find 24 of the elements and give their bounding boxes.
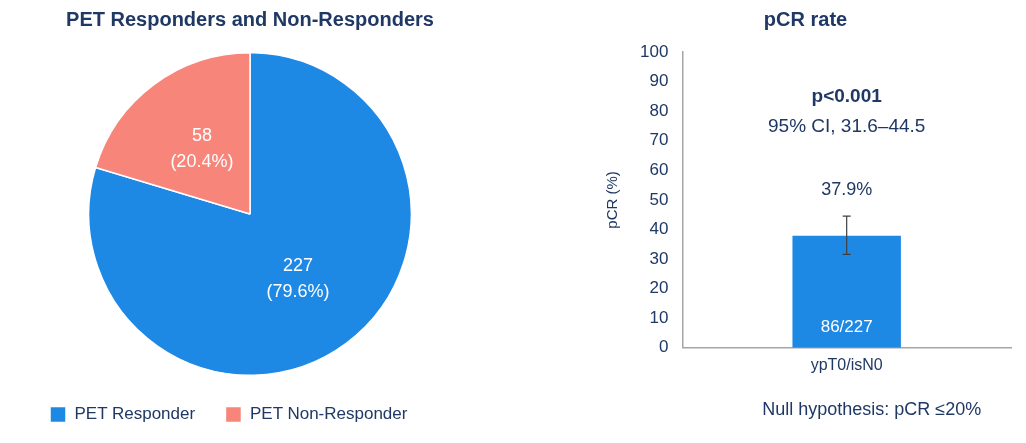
y-tick-label: 40 (649, 219, 669, 239)
annotation: p<0.001 (811, 85, 883, 107)
y-tick-label: 90 (649, 71, 669, 91)
y-tick-label: 80 (649, 100, 669, 120)
y-tick-label: 70 (649, 130, 669, 150)
text: Null hypothesis: pCR ≤20% (762, 398, 982, 419)
chart-title: PET Responders and Non-Responders (66, 7, 434, 30)
data-label: 37.9% (821, 179, 873, 200)
x-tick-label: ypT0/isN0 (810, 355, 883, 373)
y-tick-label: 10 (649, 307, 669, 327)
data-label: 58 (20.4%) (170, 125, 234, 172)
annotation: 95% CI, 31.6–44.5 (767, 115, 926, 137)
y-tick-label: 50 (649, 189, 669, 209)
y-tick-label: 0 (658, 337, 669, 357)
y-tick-label: 60 (649, 160, 669, 180)
y-tick-label: 30 (649, 248, 669, 268)
y-axis-title: pCR (%) (603, 171, 621, 229)
legend-label: PET Non-Responder (249, 404, 408, 424)
data-label: 227 (79.6%) (266, 254, 330, 301)
annotation: 86/227 (820, 317, 873, 337)
y-tick-label: 100 (639, 41, 669, 61)
chart-title: pCR rate (763, 7, 848, 30)
y-tick-label: 20 (649, 278, 669, 298)
legend-label: PET Responder (74, 404, 196, 424)
